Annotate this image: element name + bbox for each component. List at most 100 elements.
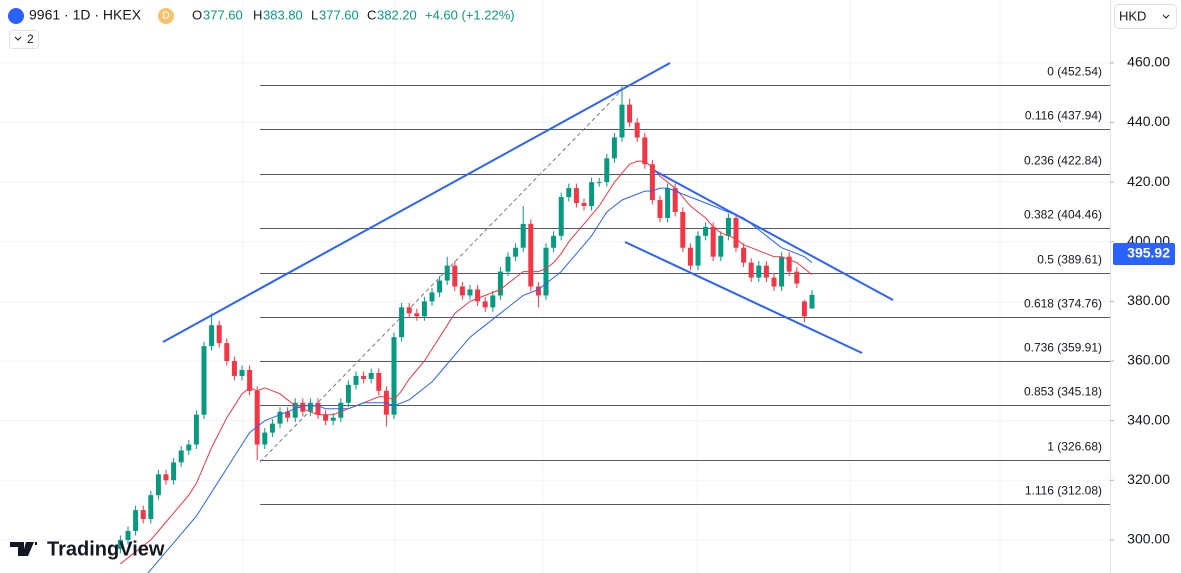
badge: D <box>162 11 169 22</box>
candle-body <box>437 280 443 293</box>
fib-retracement: 0 (452.54) 0.116 (437.94) 0.236 (422.84) 0.… <box>260 65 1110 505</box>
candle-body <box>558 197 564 236</box>
fib-label: 0.853 (345.18) <box>1024 385 1102 399</box>
candle-body <box>801 301 807 317</box>
candle-body <box>353 375 359 385</box>
candle-body <box>231 361 237 376</box>
y-tick-label: 360.00 <box>1127 352 1170 368</box>
candle-body <box>505 256 511 272</box>
high-label: H <box>253 7 262 22</box>
candle-body <box>482 301 488 308</box>
candle-body <box>748 262 754 278</box>
candle-body <box>338 402 344 418</box>
candle-body <box>513 247 519 257</box>
candle-body <box>642 137 648 165</box>
candle-body <box>566 188 572 198</box>
candle-body <box>178 450 184 463</box>
candle-body <box>695 235 701 266</box>
candle-body <box>429 292 435 302</box>
fib-label: 1.116 (312.08) <box>1025 484 1102 498</box>
watermark-icon <box>10 542 37 556</box>
drawings <box>162 62 894 463</box>
fib-label: 0.5 (389.61) <box>1037 253 1102 267</box>
close-label: C <box>367 7 376 22</box>
candle-body <box>345 384 351 403</box>
open-label: O <box>192 7 202 22</box>
candle-body <box>368 372 374 379</box>
candle-body <box>201 346 207 415</box>
fib-label: 0.236 (422.84) <box>1024 154 1102 168</box>
candle-body <box>155 474 161 496</box>
candle-body <box>315 402 321 415</box>
candle-body <box>786 256 792 272</box>
grid <box>0 62 1110 541</box>
candle-body <box>292 402 298 418</box>
candle-body <box>399 307 405 338</box>
candle-body <box>634 122 640 138</box>
candle-body <box>741 247 747 263</box>
candle-body <box>277 411 283 424</box>
y-tick-label: 440.00 <box>1127 113 1170 129</box>
candle-body <box>300 402 306 412</box>
close-value: 382.20 <box>377 7 417 22</box>
watermark: TradingView <box>47 538 165 560</box>
candle-body <box>467 289 473 296</box>
candle-body <box>133 510 139 531</box>
candle-body <box>589 182 595 207</box>
price-tag-label: 395.92 <box>1127 245 1170 261</box>
candle-body <box>756 265 762 278</box>
candle-body <box>657 200 663 218</box>
candle-body <box>247 369 253 391</box>
fib-label: 0.116 (437.94) <box>1025 109 1102 123</box>
price-tag <box>1113 242 1175 265</box>
candle-body <box>239 369 245 376</box>
badge-icon <box>158 8 174 24</box>
trend-line <box>624 241 863 354</box>
trend-line <box>654 170 894 301</box>
y-tick-label: 340.00 <box>1127 411 1170 427</box>
indicator-count: 2 <box>27 32 34 46</box>
candle-body <box>376 372 382 391</box>
candle-body <box>543 247 549 296</box>
candle-body <box>649 164 655 201</box>
candle-body <box>307 402 313 412</box>
y-tick-label: 320.00 <box>1127 471 1170 487</box>
candle-body <box>733 217 739 248</box>
candle-body <box>687 247 693 266</box>
candle-body <box>452 265 458 287</box>
candle-body <box>323 414 329 421</box>
candle-body <box>604 158 610 183</box>
candle-body <box>330 417 336 421</box>
currency-button[interactable] <box>1114 4 1177 29</box>
indicators-toggle[interactable] <box>9 30 39 49</box>
y-tick-label: 460.00 <box>1127 54 1170 70</box>
moving-average <box>147 187 813 573</box>
chevron <box>1162 14 1170 19</box>
candle-body <box>209 325 215 347</box>
candle-body <box>163 474 169 481</box>
moving-average <box>120 160 813 565</box>
candle-body <box>140 510 146 520</box>
candle-body <box>459 286 465 296</box>
candle-body <box>475 289 481 302</box>
candle-body <box>421 301 427 317</box>
fib-trend <box>259 86 626 463</box>
candle-body <box>703 226 709 236</box>
candle-body <box>763 265 769 278</box>
candle-body <box>680 211 686 248</box>
fib-label: 0.736 (359.91) <box>1024 341 1102 355</box>
fib-label: 0.618 (374.76) <box>1024 297 1102 311</box>
change: +4.60 (+1.22%) <box>425 7 515 22</box>
low-label: L <box>311 7 318 22</box>
candle-body <box>779 256 785 287</box>
candle-body <box>117 539 123 549</box>
candle-body <box>619 104 625 138</box>
candle-body <box>361 375 367 379</box>
chevron <box>14 36 22 41</box>
currency: HKD <box>1119 8 1146 23</box>
y-tick-label: 420.00 <box>1127 173 1170 189</box>
candle-body <box>710 226 716 257</box>
logo-icon <box>8 8 24 24</box>
